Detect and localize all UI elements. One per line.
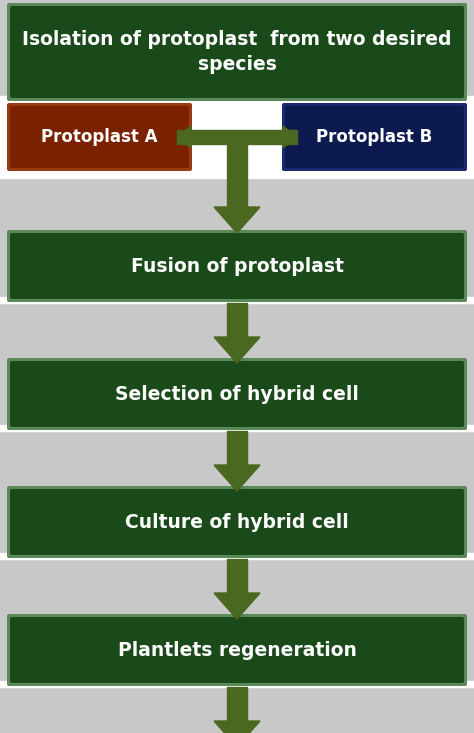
Bar <box>0 96 474 102</box>
Text: Culture of hybrid cell: Culture of hybrid cell <box>125 512 349 531</box>
Bar <box>0 297 474 303</box>
FancyBboxPatch shape <box>7 3 467 101</box>
Polygon shape <box>214 593 260 619</box>
Bar <box>0 425 474 431</box>
Bar <box>227 559 247 593</box>
Polygon shape <box>177 126 191 148</box>
Bar <box>177 130 297 144</box>
Text: Protoplast B: Protoplast B <box>316 128 433 146</box>
FancyBboxPatch shape <box>10 106 189 168</box>
FancyBboxPatch shape <box>282 103 467 171</box>
FancyBboxPatch shape <box>10 361 464 427</box>
FancyBboxPatch shape <box>7 614 467 686</box>
Polygon shape <box>214 207 260 233</box>
Bar <box>0 681 474 687</box>
Text: Selection of hybrid cell: Selection of hybrid cell <box>115 385 359 403</box>
Text: Fusion of protoplast: Fusion of protoplast <box>130 257 344 276</box>
FancyBboxPatch shape <box>7 103 192 171</box>
Text: Protoplast A: Protoplast A <box>41 128 158 146</box>
FancyBboxPatch shape <box>285 106 464 168</box>
Polygon shape <box>214 337 260 363</box>
Polygon shape <box>283 126 297 148</box>
Polygon shape <box>214 465 260 491</box>
FancyBboxPatch shape <box>7 358 467 430</box>
Text: Isolation of protoplast  from two desired
species: Isolation of protoplast from two desired… <box>22 30 452 74</box>
FancyBboxPatch shape <box>10 617 464 683</box>
FancyBboxPatch shape <box>7 230 467 302</box>
Bar <box>227 137 247 207</box>
Bar <box>0 553 474 559</box>
Bar <box>227 687 247 721</box>
Bar <box>0 102 474 172</box>
Polygon shape <box>214 721 260 733</box>
FancyBboxPatch shape <box>10 6 464 98</box>
FancyBboxPatch shape <box>10 489 464 555</box>
Bar <box>0 172 474 178</box>
FancyBboxPatch shape <box>7 486 467 558</box>
Bar <box>227 303 247 337</box>
FancyBboxPatch shape <box>10 233 464 299</box>
Text: Plantlets regeneration: Plantlets regeneration <box>118 641 356 660</box>
Bar <box>227 431 247 465</box>
